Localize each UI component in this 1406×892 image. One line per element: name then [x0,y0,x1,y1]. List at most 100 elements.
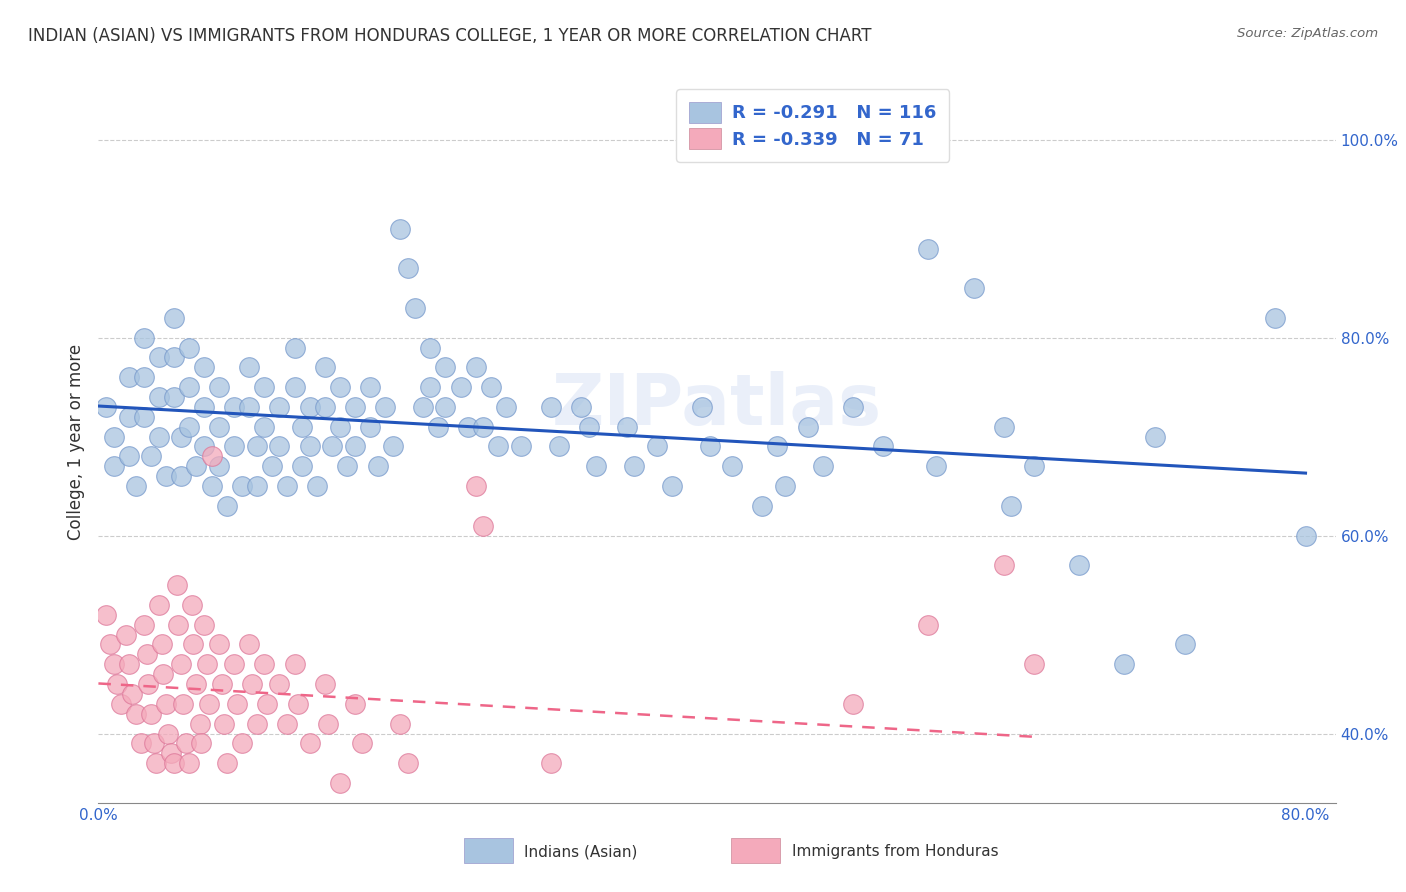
Point [186,459,208,474]
Point [314,677,336,691]
Point [419,341,441,355]
Point [135,648,157,662]
Point [224,440,246,454]
Point [917,242,939,256]
Point [114,627,136,641]
Point [434,400,457,414]
Y-axis label: College, 1 year or more: College, 1 year or more [66,343,84,540]
Point [177,341,200,355]
Point [993,419,1015,434]
Point [215,756,238,771]
Point [419,380,441,394]
Point [238,637,260,651]
Point [136,677,159,691]
Point [132,409,155,424]
Point [94,607,117,622]
Point [291,419,314,434]
Text: Indians (Asian): Indians (Asian) [524,845,638,859]
Point [434,360,457,375]
Point [226,697,249,711]
Point [170,429,193,443]
Point [284,380,307,394]
Point [1264,310,1286,325]
Point [464,479,486,493]
Point [426,419,449,434]
Point [773,479,796,493]
Point [132,617,155,632]
Point [276,716,298,731]
Point [623,459,645,474]
Point [1069,558,1091,573]
Point [231,736,253,750]
Point [359,419,381,434]
Point [181,598,204,612]
Point [125,706,148,721]
Point [148,429,170,443]
Point [177,756,200,771]
Point [479,380,502,394]
Point [163,310,186,325]
Point [103,459,125,474]
Point [163,351,186,365]
Point [141,450,163,464]
Point [616,419,638,434]
Point [253,657,276,672]
Point [132,330,155,344]
Point [110,697,132,711]
Point [343,697,366,711]
Legend: R = -0.291   N = 116, R = -0.339   N = 71: R = -0.291 N = 116, R = -0.339 N = 71 [676,89,949,161]
Point [256,697,278,711]
Point [842,400,865,414]
Point [145,756,167,771]
Point [298,440,321,454]
Point [751,499,773,513]
Point [374,400,396,414]
Point [224,400,246,414]
Point [616,815,638,830]
Point [148,598,170,612]
Point [509,440,531,454]
Point [208,380,231,394]
Point [211,677,233,691]
Point [231,479,253,493]
Point [578,419,600,434]
Point [284,657,307,672]
Point [291,459,314,474]
Point [212,716,235,731]
Point [150,637,173,651]
Point [125,479,148,493]
Point [486,440,509,454]
Point [298,400,321,414]
Point [238,360,260,375]
Point [284,341,307,355]
Point [540,756,562,771]
Point [177,380,200,394]
Point [396,756,419,771]
Point [389,716,412,731]
Point [246,440,269,454]
Point [842,697,865,711]
Point [359,380,381,394]
Point [495,400,517,414]
Point [193,617,215,632]
Point [117,450,139,464]
Point [367,459,389,474]
Point [585,459,607,474]
Text: INDIAN (ASIAN) VS IMMIGRANTS FROM HONDURAS COLLEGE, 1 YEAR OR MORE CORRELATION C: INDIAN (ASIAN) VS IMMIGRANTS FROM HONDUR… [28,27,872,45]
Point [224,657,246,672]
Point [569,400,592,414]
Point [148,351,170,365]
Point [329,419,352,434]
Point [246,716,269,731]
Text: ZIPatlas: ZIPatlas [553,371,882,440]
Point [170,657,193,672]
Point [329,776,352,790]
Point [645,440,668,454]
Point [200,450,222,464]
Text: Immigrants from Honduras: Immigrants from Honduras [792,845,998,859]
Point [540,400,562,414]
Point [321,440,343,454]
Point [105,677,128,691]
Point [298,736,321,750]
Point [269,677,291,691]
